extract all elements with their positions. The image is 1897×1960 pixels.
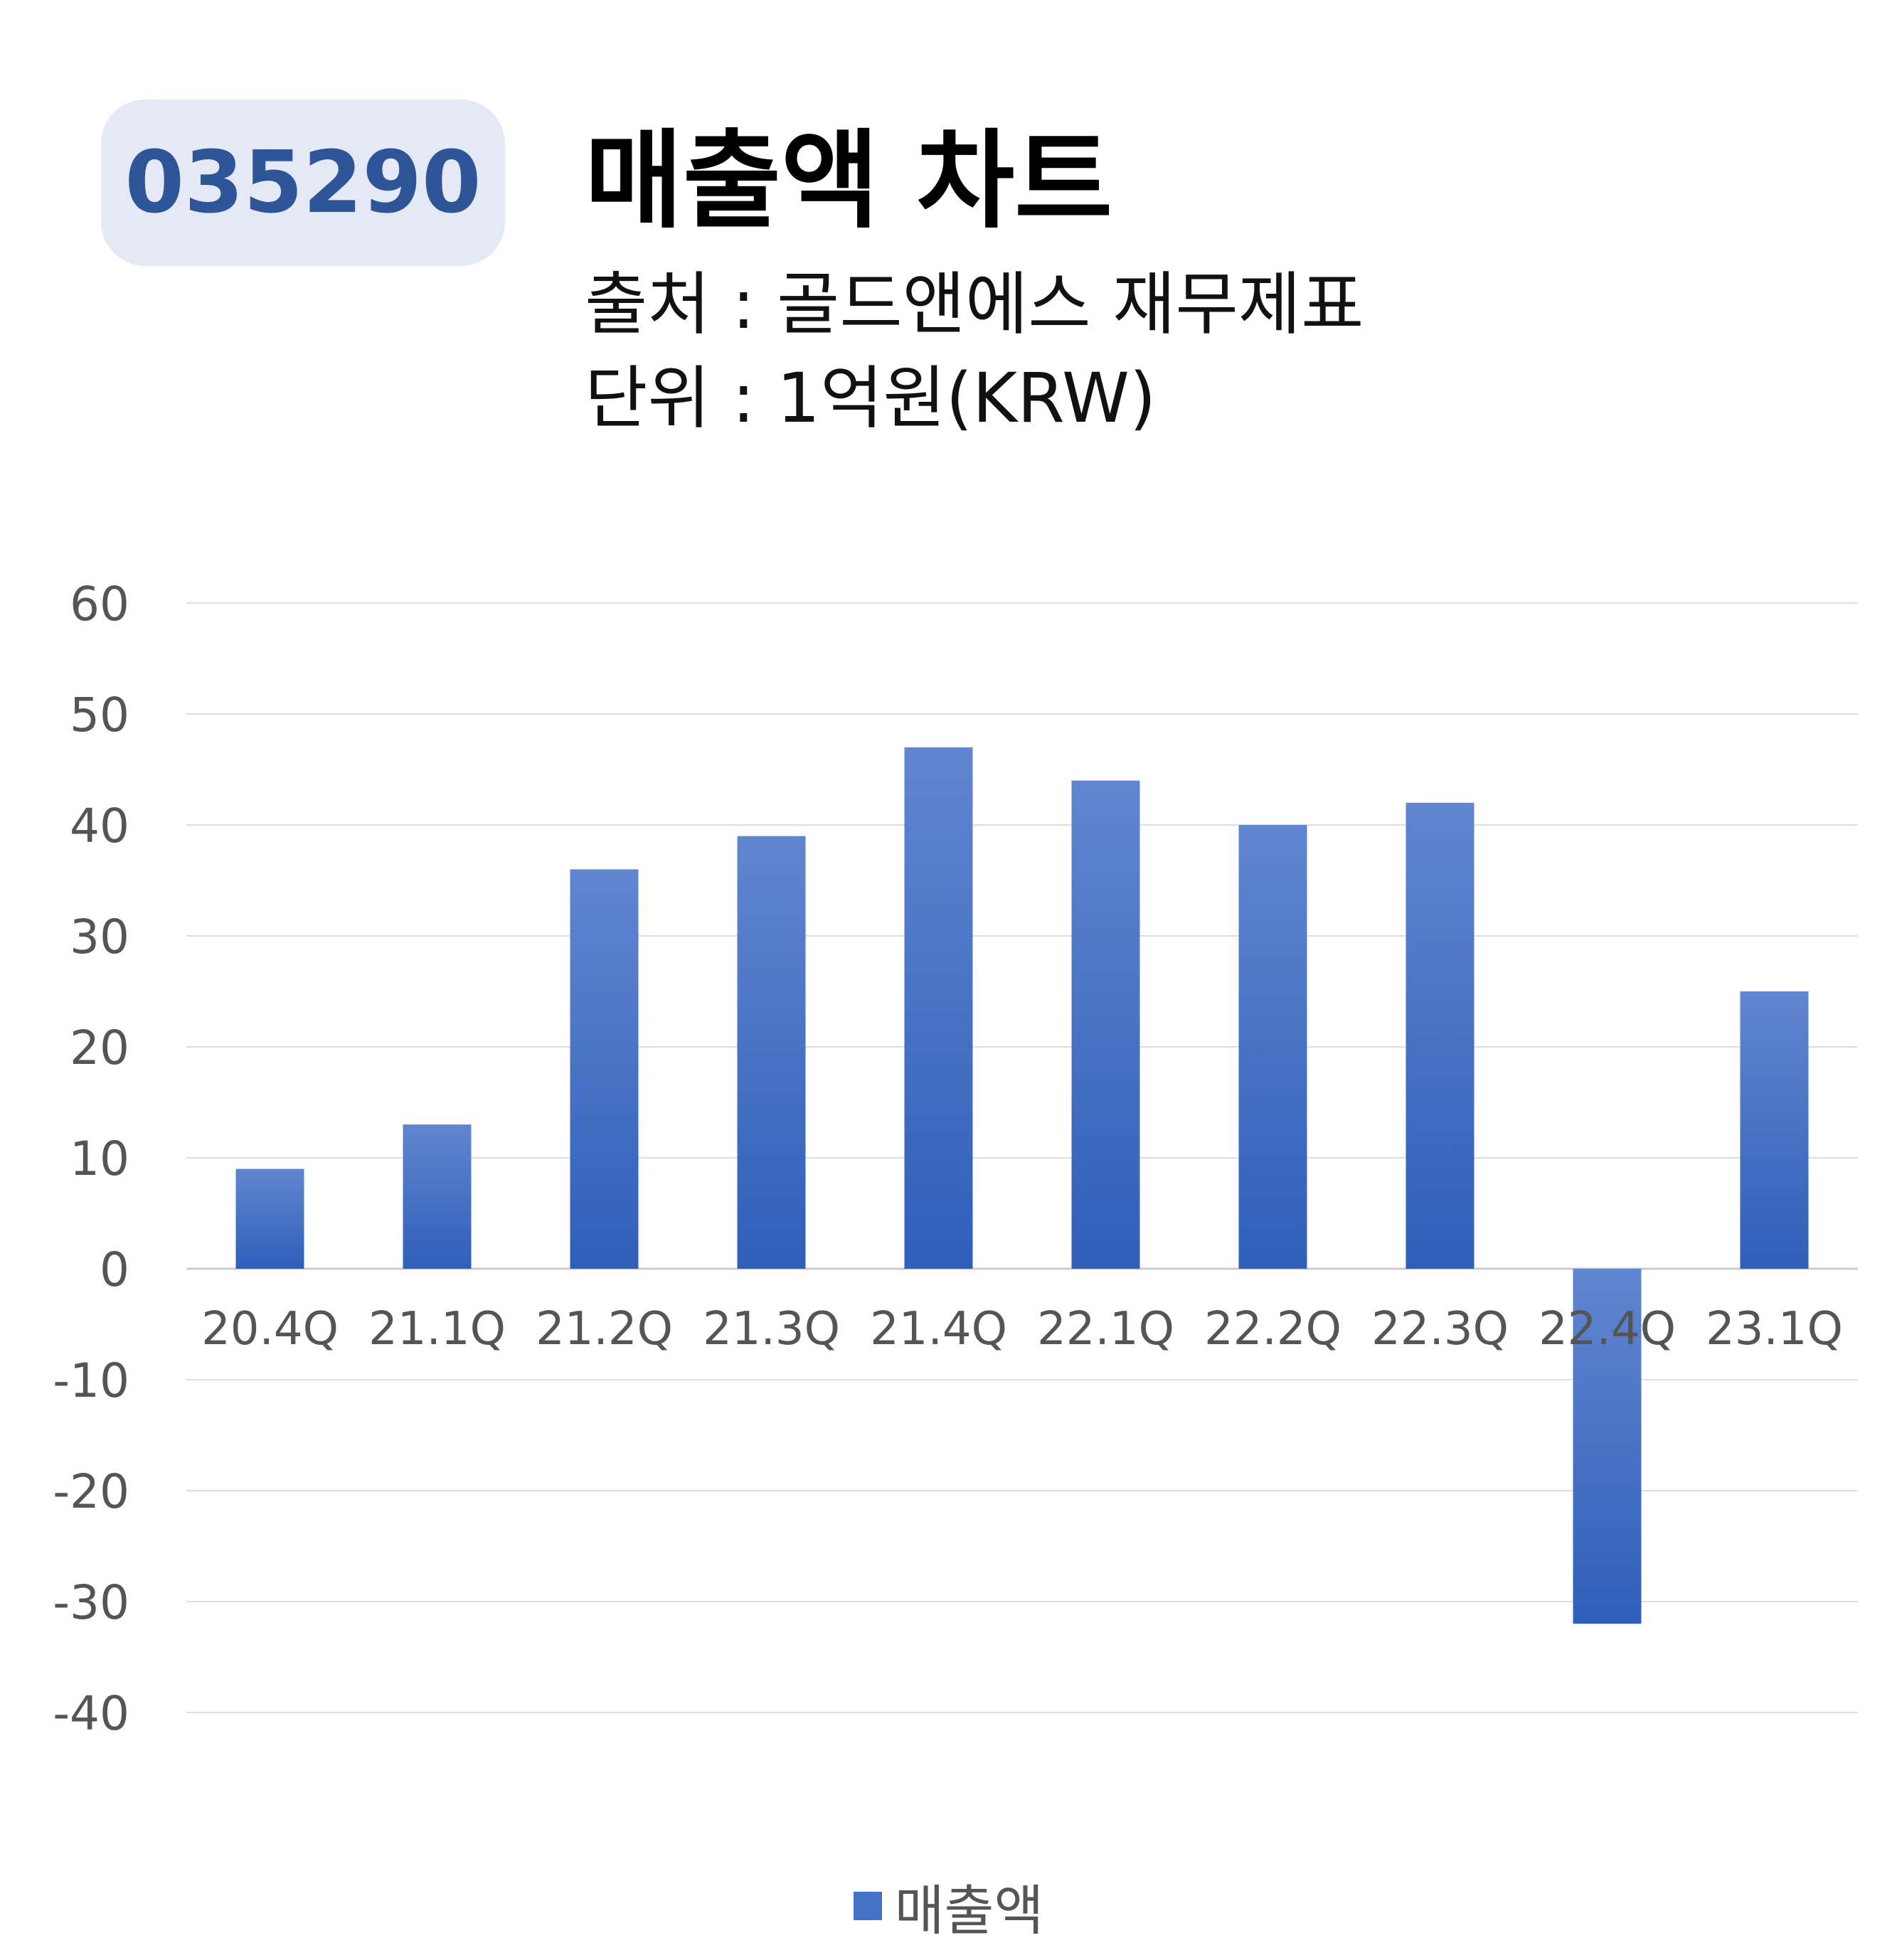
bar bbox=[1573, 1269, 1642, 1624]
y-tick-label: 40 bbox=[70, 799, 129, 853]
stock-code-badge: 035290 bbox=[101, 100, 505, 266]
source-label: 출처 : 골드앤에스 재무제표 bbox=[585, 265, 1364, 344]
y-tick-label: 50 bbox=[70, 688, 129, 742]
x-tick-label: 21.3Q bbox=[703, 1303, 840, 1356]
y-tick-label: 0 bbox=[100, 1242, 129, 1297]
chart-title: 매출액 차트 bbox=[585, 119, 1113, 243]
bar bbox=[1406, 802, 1474, 1269]
y-tick-label: 60 bbox=[70, 577, 129, 632]
bar bbox=[235, 1168, 304, 1269]
y-tick-label: 10 bbox=[70, 1131, 129, 1186]
y-tick-label: 20 bbox=[70, 1021, 129, 1075]
bar bbox=[1740, 991, 1809, 1269]
x-tick-label: 22.1Q bbox=[1037, 1303, 1174, 1356]
x-tick-label: 22.3Q bbox=[1371, 1303, 1509, 1356]
bar bbox=[570, 869, 639, 1269]
x-tick-label: 22.2Q bbox=[1204, 1303, 1341, 1356]
x-tick-label: 20.4Q bbox=[201, 1303, 339, 1356]
legend-swatch bbox=[853, 1892, 882, 1920]
bar bbox=[737, 836, 806, 1269]
bar bbox=[904, 747, 973, 1269]
y-tick-label: -10 bbox=[53, 1353, 129, 1408]
y-tick-label: 30 bbox=[70, 910, 129, 964]
legend-label: 매출액 bbox=[894, 1879, 1044, 1942]
bar bbox=[403, 1124, 472, 1269]
bar bbox=[1238, 825, 1307, 1269]
y-tick-label: -30 bbox=[53, 1575, 129, 1630]
x-tick-label: 21.1Q bbox=[368, 1303, 506, 1356]
x-tick-label: 21.2Q bbox=[536, 1303, 673, 1356]
x-tick-label: 21.4Q bbox=[870, 1303, 1007, 1356]
bar bbox=[1071, 780, 1140, 1269]
legend: 매출액 bbox=[0, 1867, 1897, 1945]
unit-label: 단위 : 1억원(KRW) bbox=[585, 358, 1157, 438]
y-tick-label: -40 bbox=[53, 1686, 129, 1741]
y-tick-label: -20 bbox=[53, 1464, 129, 1519]
x-tick-label: 23.1Q bbox=[1706, 1303, 1843, 1356]
x-tick-label: 22.4Q bbox=[1539, 1303, 1676, 1356]
